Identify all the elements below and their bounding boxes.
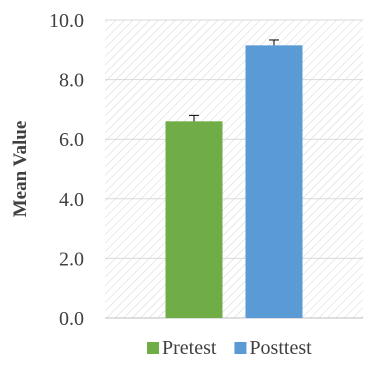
y-tick-label: 4.0: [59, 189, 84, 211]
y-tick-label: 0.0: [59, 308, 84, 330]
plot-area: [105, 20, 363, 318]
bar-pretest: [165, 121, 223, 318]
y-tick-label: 10.0: [49, 10, 84, 32]
legend: Pretest Posttest: [147, 337, 312, 359]
error-bars: [189, 39, 279, 122]
y-axis-ticks: 0.0 2.0 4.0 6.0 8.0 10.0: [49, 10, 84, 330]
bars: [165, 45, 303, 319]
y-tick-label: 8.0: [59, 70, 84, 92]
legend-label-posttest: Posttest: [249, 337, 312, 359]
y-tick-label: 6.0: [59, 129, 84, 151]
bar-posttest: [245, 45, 303, 319]
y-axis-title: Mean Value: [10, 121, 31, 218]
legend-swatch-pretest: [147, 342, 159, 354]
y-tick-label: 2.0: [59, 248, 84, 270]
gridlines: [105, 19, 363, 319]
legend-swatch-posttest: [234, 342, 247, 354]
legend-label-pretest: Pretest: [162, 337, 217, 359]
